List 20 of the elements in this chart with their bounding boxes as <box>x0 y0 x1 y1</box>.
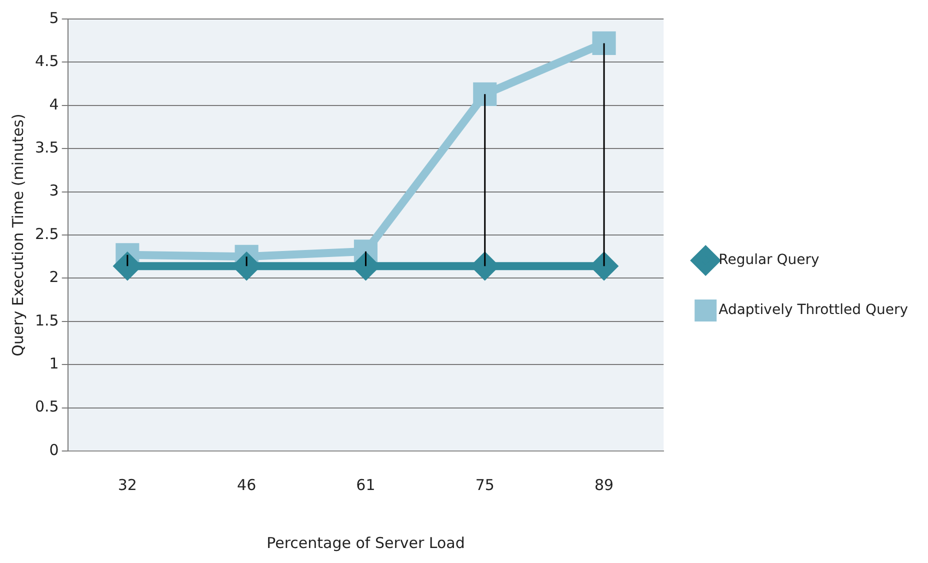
y-tick-label: 2 <box>49 268 59 286</box>
y-tick-label: 3.5 <box>34 138 59 156</box>
x-tick-label: 61 <box>356 476 376 494</box>
y-tick-label: 1.5 <box>34 311 59 330</box>
y-axis-title: Query Execution Time (minutes) <box>8 114 27 356</box>
y-tick-label: 4 <box>49 95 59 114</box>
x-tick-label: 32 <box>118 476 137 494</box>
y-tick-label: 5 <box>49 8 59 27</box>
y-tick-label: 4.5 <box>34 52 59 70</box>
x-axis-title: Percentage of Server Load <box>266 534 465 552</box>
x-tick-label: 75 <box>475 476 494 494</box>
x-tick-label: 89 <box>594 476 614 494</box>
y-tick-label: 1 <box>49 354 59 372</box>
y-tick-label: 0 <box>49 440 59 459</box>
legend-label: Adaptively Throttled Query <box>718 302 908 318</box>
x-tick-label: 46 <box>237 476 256 494</box>
legend-label: Regular Query <box>718 252 820 268</box>
y-tick-label: 2.5 <box>34 224 59 243</box>
y-tick-label: 3 <box>49 182 59 200</box>
y-tick-label: 0.5 <box>34 398 59 416</box>
